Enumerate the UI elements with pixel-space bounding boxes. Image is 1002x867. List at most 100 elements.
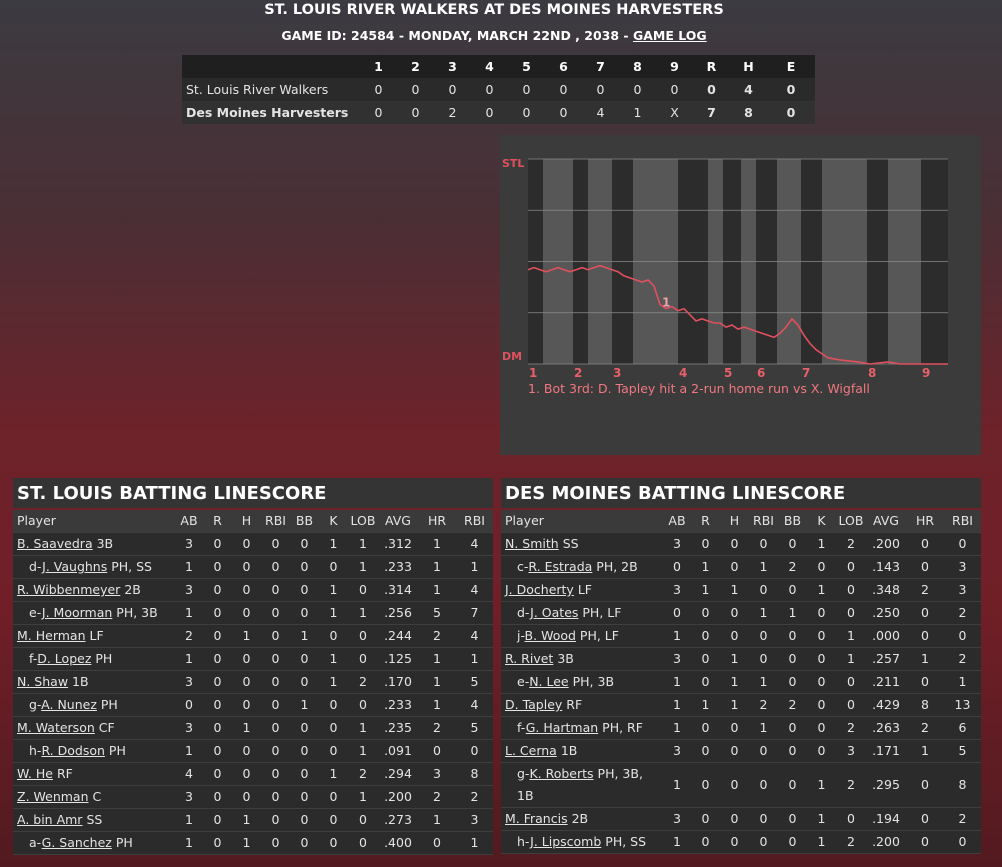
stat-cell: 0	[778, 716, 807, 740]
inning-label: 4	[679, 366, 687, 380]
sub-prefix: c-	[517, 559, 529, 574]
player-name[interactable]: L. Cerna	[505, 743, 557, 758]
player-name[interactable]: J. Docherty	[505, 582, 574, 597]
stat-cell: 0	[290, 716, 319, 740]
score-cell: 0	[360, 101, 397, 124]
player-name[interactable]: A. Nunez	[41, 697, 97, 712]
stat-cell: .000	[866, 624, 906, 648]
player-name[interactable]: K. Roberts	[529, 766, 594, 781]
player-name[interactable]: N. Smith	[505, 536, 559, 551]
column-header: K	[807, 510, 836, 533]
stat-cell: 1	[232, 831, 261, 855]
stat-cell: 0	[906, 555, 944, 579]
player-name[interactable]: A. bin Amr	[17, 812, 83, 827]
stat-cell: 5	[418, 601, 456, 625]
stat-cell: 3	[456, 808, 493, 832]
player-name[interactable]: M. Waterson	[17, 720, 95, 735]
column-header: AVG	[866, 510, 906, 533]
player-name[interactable]: G. Hartman	[525, 720, 599, 735]
sub-prefix: e-	[517, 674, 530, 689]
stat-cell: 0	[203, 670, 232, 694]
stat-cell: 4	[456, 624, 493, 648]
player-name[interactable]: M. Francis	[505, 811, 568, 826]
column-header: K	[319, 510, 348, 533]
player-name[interactable]: M. Herman	[17, 628, 86, 643]
stat-cell: 0	[778, 532, 807, 556]
player-cell: d-J. Vaughns PH, SS	[13, 555, 175, 579]
stat-cell: 2	[944, 647, 981, 671]
stat-cell: .200	[866, 830, 906, 854]
stat-cell: 0	[261, 693, 290, 717]
player-name[interactable]: R. Wibbenmeyer	[17, 582, 121, 597]
player-name[interactable]: J. Moorman	[41, 605, 113, 620]
stat-cell: 0	[778, 807, 807, 831]
player-cell: j-B. Wood PH, LF	[501, 624, 663, 648]
player-cell: f-D. Lopez PH	[13, 647, 175, 671]
annotation-marker: 1	[662, 296, 670, 310]
stat-cell: 0	[232, 739, 261, 763]
inning-label: 8	[868, 366, 876, 380]
section-title: ST. LOUIS BATTING LINESCORE	[13, 478, 493, 508]
stat-cell: 0	[836, 807, 866, 831]
player-name[interactable]: N. Shaw	[17, 674, 69, 689]
player-name[interactable]: D. Lopez	[37, 651, 92, 666]
stat-cell: 1	[418, 555, 456, 579]
stat-cell: 0	[261, 555, 290, 579]
player-name[interactable]: J. Vaughns	[42, 559, 108, 574]
stat-cell: .294	[378, 762, 418, 786]
player-name[interactable]: B. Saavedra	[17, 536, 93, 551]
stat-cell: 1	[319, 532, 348, 556]
stat-cell: 1	[663, 693, 691, 717]
stat-cell: .233	[378, 555, 418, 579]
inning-header: R	[693, 55, 730, 78]
stat-cell: 0	[261, 670, 290, 694]
stat-cell: 1	[749, 716, 778, 740]
stat-cell: 1	[232, 624, 261, 648]
player-name[interactable]: Z. Wenman	[17, 789, 89, 804]
stat-cell: 0	[691, 670, 720, 694]
stat-cell: 1	[418, 808, 456, 832]
player-name[interactable]: D. Tapley	[505, 697, 563, 712]
stat-cell: 2	[749, 693, 778, 717]
stat-cell: 5	[456, 670, 493, 694]
stat-cell: 0	[232, 555, 261, 579]
player-row: L. Cerna 1B 3 0 0 0 0 0 3.171 1 5	[501, 739, 981, 763]
stat-cell: 0	[778, 624, 807, 648]
stat-cell: 1	[749, 670, 778, 694]
stat-cell: 0	[749, 624, 778, 648]
player-name[interactable]: R. Rivet	[505, 651, 554, 666]
stat-cell: .314	[378, 578, 418, 602]
stat-cell: 0	[418, 739, 456, 763]
stat-cell: 1	[418, 578, 456, 602]
game-log-link[interactable]: GAME LOG	[632, 28, 707, 43]
stat-cell: 0	[691, 807, 720, 831]
player-name[interactable]: R. Estrada	[528, 559, 593, 574]
score-cell: 0	[545, 101, 582, 124]
player-position: PH	[100, 697, 118, 712]
stat-cell: 1	[175, 555, 203, 579]
column-header: RBI	[749, 510, 778, 533]
stat-cell: 1	[175, 808, 203, 832]
player-name[interactable]: B. Wood	[524, 628, 576, 643]
player-position: LF	[89, 628, 104, 643]
stat-cell: 0	[319, 716, 348, 740]
player-name[interactable]: R. Dodson	[41, 743, 105, 758]
score-cell: 0	[508, 101, 545, 124]
stat-cell: 0	[749, 830, 778, 854]
player-position: PH, SS	[111, 559, 152, 574]
stat-cell: 2	[418, 785, 456, 809]
player-row: g-K. Roberts PH, 3B, 1B 1 0 0 0 0 1 2.295 0 8	[501, 762, 981, 808]
stat-cell: 0	[749, 532, 778, 556]
score-cell: 2	[434, 101, 471, 124]
player-row: N. Shaw 1B 3 0 0 0 0 1 2.170 1 5	[13, 670, 493, 694]
stat-cell: 0	[290, 578, 319, 602]
stat-cell: 0	[720, 807, 749, 831]
stat-cell: .263	[866, 716, 906, 740]
player-name[interactable]: J. Oates	[530, 605, 579, 620]
player-name[interactable]: N. Lee	[529, 674, 569, 689]
player-name[interactable]: W. He	[17, 766, 53, 781]
player-name[interactable]: G. Sanchez	[41, 835, 112, 850]
player-name[interactable]: J. Lipscomb	[530, 834, 602, 849]
score-cell: 0	[767, 101, 815, 124]
